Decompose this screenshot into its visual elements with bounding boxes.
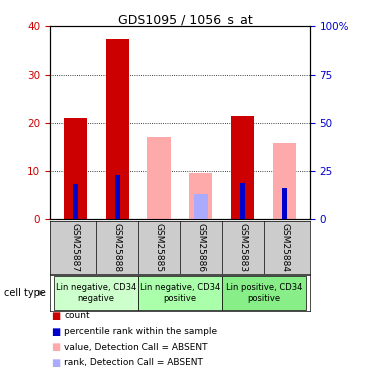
Bar bbox=[194, 194, 208, 219]
Text: GSM25885: GSM25885 bbox=[154, 223, 164, 272]
Bar bbox=[115, 176, 119, 219]
Text: Lin negative, CD34
positive: Lin negative, CD34 positive bbox=[140, 283, 220, 303]
Text: Lin positive, CD34
positive: Lin positive, CD34 positive bbox=[226, 283, 302, 303]
Text: ■: ■ bbox=[51, 327, 60, 336]
Bar bbox=[64, 118, 87, 219]
Bar bbox=[189, 172, 212, 219]
Text: ■: ■ bbox=[51, 311, 60, 321]
Text: GSM25886: GSM25886 bbox=[196, 223, 206, 272]
Text: GSM25887: GSM25887 bbox=[71, 223, 80, 272]
Text: count: count bbox=[64, 311, 90, 320]
Bar bbox=[222, 276, 306, 310]
Text: GSM25883: GSM25883 bbox=[238, 223, 247, 272]
Text: GDS1095 / 1056_s_at: GDS1095 / 1056_s_at bbox=[118, 13, 253, 26]
Bar bbox=[273, 143, 296, 219]
Text: percentile rank within the sample: percentile rank within the sample bbox=[64, 327, 217, 336]
Text: rank, Detection Call = ABSENT: rank, Detection Call = ABSENT bbox=[64, 358, 203, 368]
Text: ■: ■ bbox=[51, 342, 60, 352]
Text: GSM25884: GSM25884 bbox=[280, 223, 289, 272]
Bar bbox=[138, 276, 222, 310]
Bar bbox=[54, 276, 138, 310]
Text: cell type: cell type bbox=[4, 288, 46, 298]
Bar bbox=[73, 184, 78, 219]
Bar bbox=[106, 39, 129, 219]
Bar bbox=[148, 137, 171, 219]
Text: Lin negative, CD34
negative: Lin negative, CD34 negative bbox=[56, 283, 136, 303]
Bar bbox=[231, 116, 254, 219]
Text: ■: ■ bbox=[51, 358, 60, 368]
Text: GSM25888: GSM25888 bbox=[113, 223, 122, 272]
Bar bbox=[240, 183, 245, 219]
Text: value, Detection Call = ABSENT: value, Detection Call = ABSENT bbox=[64, 343, 208, 352]
Bar bbox=[282, 188, 287, 219]
